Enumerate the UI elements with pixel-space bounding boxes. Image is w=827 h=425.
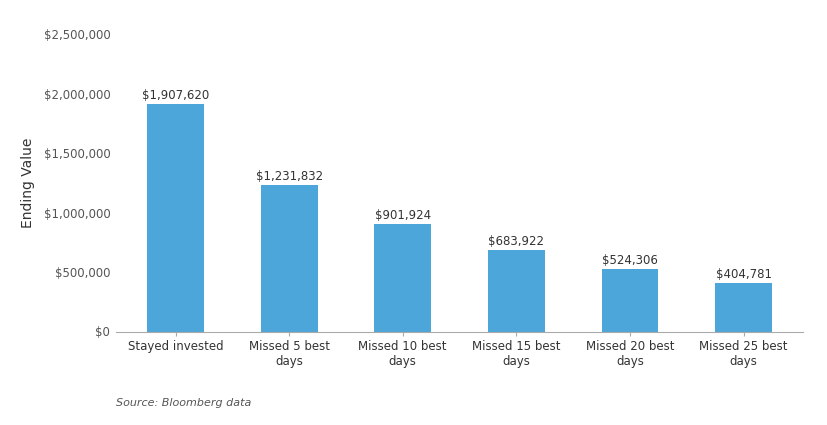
- Bar: [261, 185, 318, 332]
- Text: $524,306: $524,306: [601, 254, 657, 267]
- Y-axis label: Ending Value: Ending Value: [22, 138, 36, 228]
- Text: $1,231,832: $1,231,832: [256, 170, 323, 182]
- Bar: [600, 269, 657, 332]
- Text: $1,907,620: $1,907,620: [141, 89, 209, 102]
- Bar: [147, 105, 203, 332]
- Bar: [715, 283, 771, 332]
- Text: $901,924: $901,924: [375, 209, 430, 222]
- Text: $404,781: $404,781: [715, 268, 771, 281]
- Text: Source: Bloomberg data: Source: Bloomberg data: [116, 398, 251, 408]
- Bar: [487, 250, 544, 332]
- Text: $683,922: $683,922: [488, 235, 543, 248]
- Bar: [374, 224, 431, 332]
